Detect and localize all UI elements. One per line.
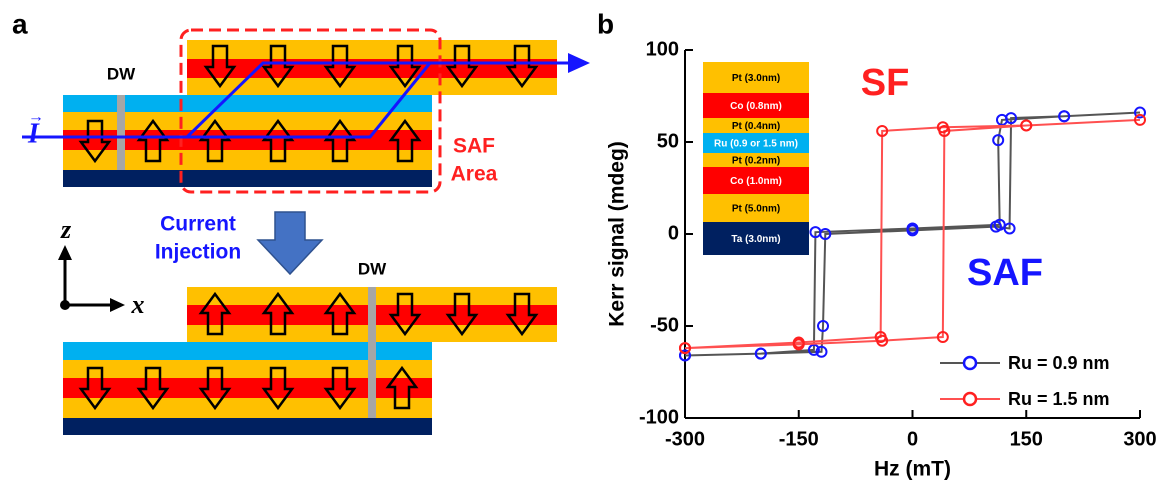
- figure: a DW I → SAF Area Current Injection: [0, 0, 1169, 488]
- layer: [187, 78, 557, 95]
- y-tick-label: 0: [668, 222, 679, 244]
- panel-a: a DW I → SAF Area Current Injection: [12, 8, 590, 435]
- inset-label: Pt (0.2nm): [732, 156, 780, 167]
- y-tick-label: -50: [650, 314, 679, 336]
- axis-z-label: z: [60, 215, 72, 244]
- dw-label: DW: [358, 259, 387, 278]
- x-axis-label: Hz (mT): [874, 458, 951, 481]
- inset-label: Pt (0.4nm): [732, 121, 780, 132]
- legend-label: Ru = 1.5 nm: [1008, 389, 1110, 409]
- annotation: SAF: [967, 252, 1043, 294]
- x-tick-label: 0: [907, 428, 918, 450]
- inset-label: Pt (5.0nm): [732, 204, 780, 215]
- layer: [63, 378, 432, 398]
- annotation: SF: [861, 62, 910, 104]
- current-injection-label: Current: [160, 213, 236, 236]
- layer: [63, 398, 432, 418]
- y-tick-label: 50: [657, 130, 679, 152]
- x-tick-label: 300: [1123, 428, 1156, 450]
- panel-b: b Pt (3.0nm) Co (0.8nm) Pt (0.4nm) Ru (0.9 …: [597, 8, 1157, 480]
- process-arrow: [258, 212, 322, 274]
- layer: [63, 418, 432, 435]
- x-tick-label: -300: [665, 428, 705, 450]
- inset-label: Ru (0.9 or 1.5 nm): [714, 139, 798, 150]
- domain-wall: [368, 287, 376, 418]
- layer: [187, 40, 557, 59]
- y-tick-label: 100: [646, 38, 679, 60]
- saf-area-label: Area: [451, 163, 498, 186]
- axes-triad: [58, 245, 125, 312]
- vector-arrow: →: [28, 109, 44, 126]
- y-tick-label: -100: [639, 406, 679, 428]
- legend-marker: [964, 393, 976, 405]
- current-injection-label: Injection: [155, 241, 241, 264]
- layer: [63, 170, 432, 187]
- current-arrowhead: [568, 53, 590, 73]
- legend-marker: [964, 357, 976, 369]
- dw-label: DW: [107, 64, 136, 83]
- legend-label: Ru = 0.9 nm: [1008, 353, 1110, 373]
- saf-area-label: SAF: [453, 135, 495, 158]
- axis-x-label: x: [131, 290, 145, 319]
- panel-label: b: [597, 8, 614, 39]
- inset-label: Pt (3.0nm): [732, 73, 780, 84]
- x-tick-label: -150: [779, 428, 819, 450]
- panel-label: a: [12, 8, 28, 39]
- inset-label: Co (0.8nm): [730, 101, 782, 112]
- layer: [63, 360, 432, 378]
- inset-label: Ta (3.0nm): [731, 234, 780, 245]
- inset-label: Co (1.0nm): [730, 176, 782, 187]
- domain-wall: [117, 95, 125, 170]
- y-axis-label: Kerr signal (mdeg): [606, 141, 629, 327]
- layer: [63, 342, 432, 360]
- x-tick-label: 150: [1010, 428, 1043, 450]
